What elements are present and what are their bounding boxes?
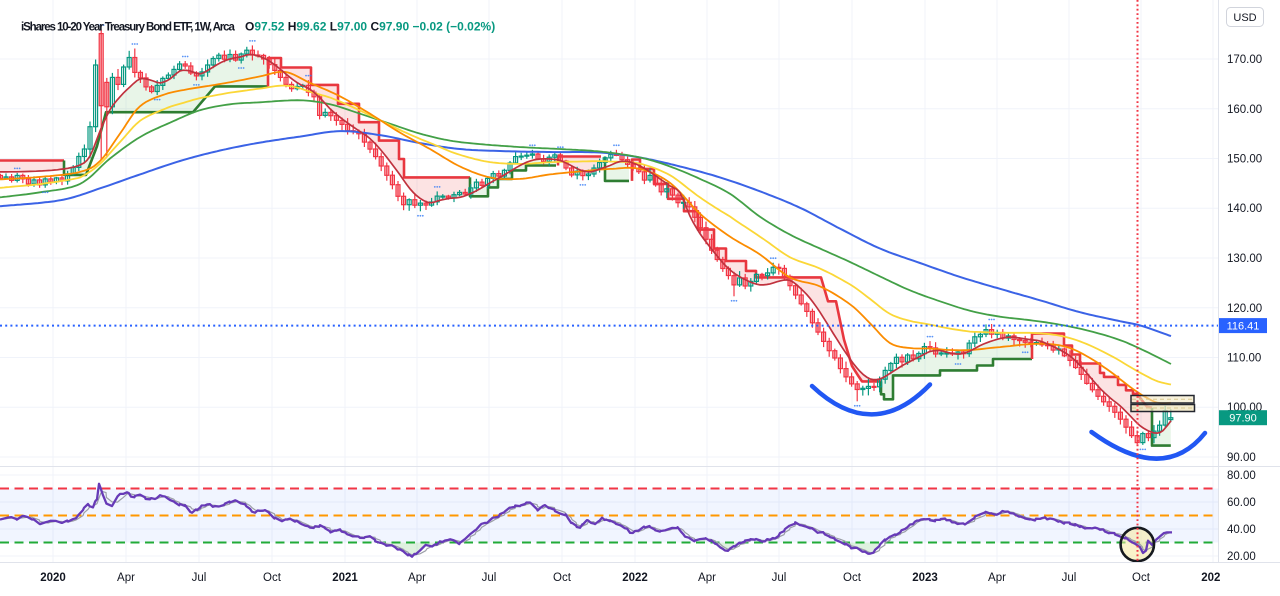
svg-text:120.00: 120.00 [1227,303,1262,315]
svg-text:2021: 2021 [332,572,358,584]
svg-text:140.00: 140.00 [1227,203,1262,215]
svg-text:2023: 2023 [912,572,938,584]
svg-text:Oct: Oct [843,572,862,584]
svg-text:Apr: Apr [698,572,716,584]
svg-text:Apr: Apr [117,572,135,584]
svg-text:Jul: Jul [192,572,207,584]
svg-text:iShares 10-20 Year Treasury Bo: iShares 10-20 Year Treasury Bond ETF, 1W… [21,22,235,34]
svg-text:O97.52 H99.62 L97.00 C97.90 −0: O97.52 H99.62 L97.00 C97.90 −0.02 (−0.02… [245,20,495,34]
svg-text:60.00: 60.00 [1227,497,1256,509]
svg-text:110.00: 110.00 [1227,353,1261,365]
svg-text:20.00: 20.00 [1227,551,1256,563]
svg-text:40.00: 40.00 [1227,524,1256,536]
svg-text:2020: 2020 [40,572,66,584]
svg-text:80.00: 80.00 [1227,470,1256,482]
svg-text:Apr: Apr [408,572,426,584]
svg-text:Oct: Oct [263,572,282,584]
svg-text:Jul: Jul [772,572,787,584]
svg-text:Jul: Jul [1062,572,1077,584]
svg-text:2024: 2024 [1201,572,1227,584]
svg-text:116.41: 116.41 [1227,321,1260,333]
svg-text:Oct: Oct [1132,572,1151,584]
svg-text:Oct: Oct [553,572,572,584]
svg-text:150.00: 150.00 [1227,154,1262,166]
svg-text:160.00: 160.00 [1227,104,1262,116]
svg-text:2022: 2022 [622,572,648,584]
svg-text:97.90: 97.90 [1229,413,1257,425]
svg-text:170.00: 170.00 [1227,54,1262,66]
svg-text:90.00: 90.00 [1227,452,1256,464]
svg-text:USD: USD [1233,12,1256,24]
svg-text:130.00: 130.00 [1227,253,1262,265]
svg-text:Jul: Jul [482,572,497,584]
svg-text:Apr: Apr [988,572,1006,584]
